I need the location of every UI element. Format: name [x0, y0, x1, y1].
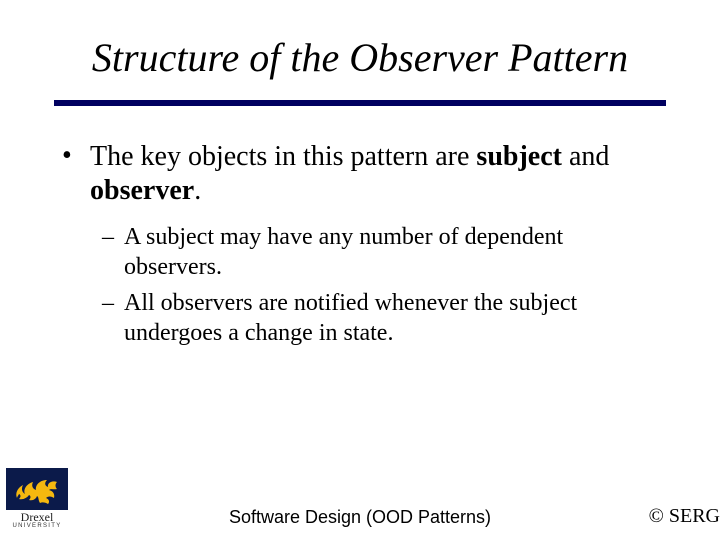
slide-title: Structure of the Observer Pattern — [0, 34, 720, 81]
dash-icon: – — [102, 222, 124, 252]
sub-bullet-group: – A subject may have any number of depen… — [102, 222, 662, 348]
sub-bullet-text: A subject may have any number of depende… — [124, 222, 662, 282]
bullet-dot-icon: • — [62, 140, 90, 172]
body-content: • The key objects in this pattern are su… — [62, 140, 662, 354]
bullet-level2: – A subject may have any number of depen… — [102, 222, 662, 282]
text-pre: The key objects in this pattern are — [90, 141, 476, 172]
text-post: . — [194, 175, 201, 206]
bullet-text: The key objects in this pattern are subj… — [90, 140, 662, 208]
bullet-level1: • The key objects in this pattern are su… — [62, 140, 662, 208]
bullet-level2: – All observers are notified whenever th… — [102, 288, 662, 348]
logo-box — [6, 468, 68, 510]
text-mid: and — [562, 141, 609, 172]
dragon-icon — [11, 472, 63, 506]
footer-copyright: © SERG — [649, 505, 720, 528]
footer-center: Software Design (OOD Patterns) — [0, 507, 720, 528]
sub-bullet-text: All observers are notified whenever the … — [124, 288, 662, 348]
title-underline — [54, 100, 666, 106]
dash-icon: – — [102, 288, 124, 318]
text-bold-observer: observer — [90, 175, 194, 206]
slide: Structure of the Observer Pattern • The … — [0, 0, 720, 540]
text-bold-subject: subject — [476, 141, 562, 172]
